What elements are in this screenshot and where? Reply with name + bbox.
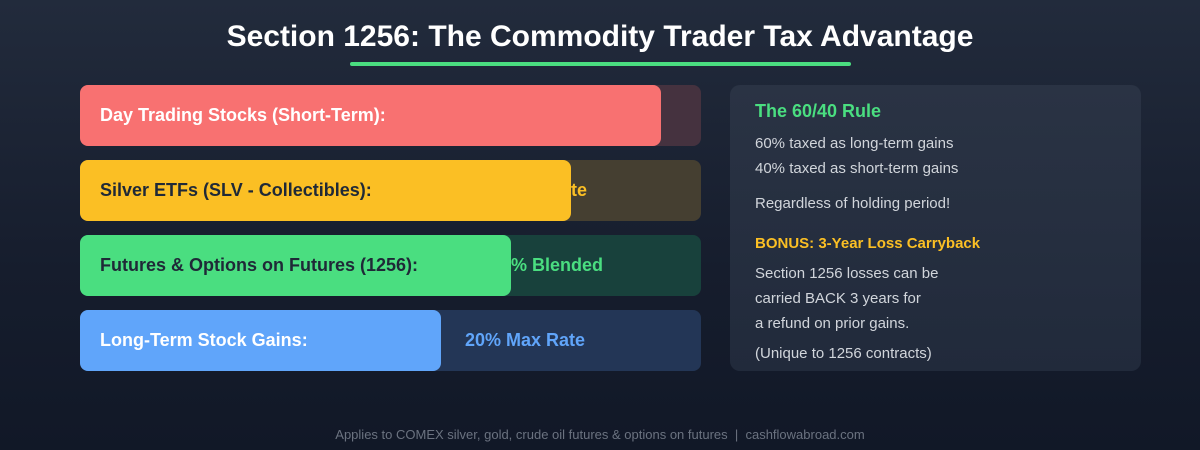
bar-value: 20% Max Rate [465, 330, 586, 350]
footer-note: Applies to COMEX silver, gold, crude oil… [335, 427, 865, 442]
panel-text: 60% taxed as long-term gains [755, 135, 954, 152]
title-underline [350, 62, 851, 66]
bar-value: % Blended [511, 255, 604, 275]
bar-fill: Silver ETFs (SLV - Collectibles): [80, 160, 572, 221]
bar-value: te [571, 180, 588, 200]
bar-fill: Long-Term Stock Gains: [80, 310, 441, 371]
page-title: Section 1256: The Commodity Trader Tax A… [226, 20, 974, 53]
panel-text: (Unique to 1256 contracts) [755, 345, 932, 362]
bar-fill: Day Trading Stocks (Short-Term): [80, 85, 662, 146]
bar-row-day-trading: Day Trading Stocks (Short-Term): [80, 85, 701, 146]
panel-text: a refund on prior gains. [755, 315, 910, 332]
panel-text: carried BACK 3 years for [755, 290, 921, 307]
bar-row-futures: Futures & Options on Futures (1256): % B… [80, 235, 701, 296]
panel-text: Section 1256 losses can be [755, 265, 939, 282]
bar-row-long-term: Long-Term Stock Gains: 20% Max Rate [80, 310, 701, 371]
bonus-heading: BONUS: 3-Year Loss Carryback [755, 235, 981, 252]
panel-text: Regardless of holding period! [755, 195, 951, 212]
panel-text: 40% taxed as short-term gains [755, 160, 959, 177]
bar-fill: Futures & Options on Futures (1256): [80, 235, 511, 296]
bar-row-silver-etfs: Silver ETFs (SLV - Collectibles): te [80, 160, 701, 221]
panel-heading: The 60/40 Rule [755, 101, 882, 121]
info-panel: The 60/40 Rule 60% taxed as long-term ga… [730, 85, 1141, 371]
